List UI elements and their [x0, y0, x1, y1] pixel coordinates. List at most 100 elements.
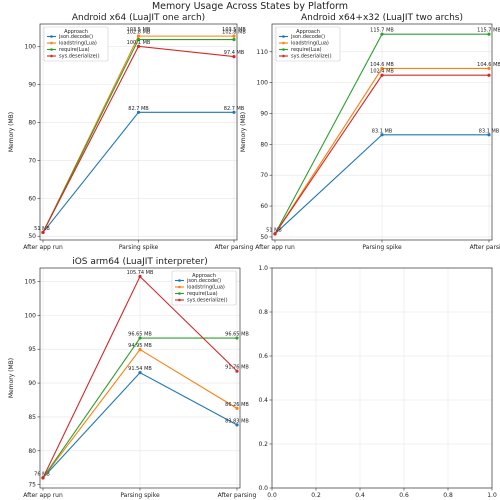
legend-title: Approach [296, 29, 320, 35]
y-tick-label: 105 [25, 279, 37, 286]
data-point [138, 371, 142, 375]
data-point [232, 54, 236, 59]
legend-swatch-marker [50, 41, 53, 45]
y-tick-label: 0.0 [258, 485, 268, 492]
legend-entry: loadstring(Lua) [291, 41, 329, 47]
chart-title: Android x64 (LuaJIT one arch) [72, 13, 205, 23]
legend-swatch-marker [178, 292, 181, 295]
data-point [487, 32, 491, 36]
data-label: 76 MB [34, 471, 50, 477]
x-tick-label: After app run [255, 244, 295, 251]
y-tick-label: 80 [28, 448, 36, 455]
plot-frame [271, 267, 493, 489]
data-point [136, 37, 141, 42]
data-label: 102.8 MB [222, 30, 246, 36]
legend-entry: loadstring(Lua) [187, 285, 225, 291]
legend-box [43, 26, 109, 62]
y-tick-label: 80 [260, 141, 268, 148]
data-label: 91.54 MB [128, 366, 152, 372]
data-label: 91.76 MB [225, 365, 249, 371]
legend-entry: loadstring(Lua) [59, 41, 97, 47]
legend-swatch-marker [178, 298, 181, 302]
data-label: 103.5 MB [222, 27, 246, 33]
y-tick-label: 100 [257, 80, 269, 87]
x-tick-label: 1.0 [487, 492, 497, 499]
y-tick-label: 50 [260, 234, 268, 241]
data-point [380, 73, 384, 77]
legend-entry: json.decode() [58, 34, 93, 40]
legend-box [275, 26, 341, 62]
data-label: 115.7 MB [477, 28, 500, 34]
x-tick-label: 0.8 [443, 492, 453, 499]
panel-android-x64: 50 60 70 80 90 100 After app run Parsing spike A… [8, 13, 254, 251]
x-tick-label: 0.0 [267, 492, 277, 499]
legend-entry: json.decode() [290, 34, 325, 40]
panel-android-x64-x32: 50 60 70 80 90 100 110 After app run Parsing spi… [240, 13, 500, 251]
x-tick-label: After app run [23, 244, 63, 251]
y-tick-label: 95 [28, 346, 36, 353]
y-tick-label: 60 [260, 203, 268, 210]
data-point [235, 406, 239, 410]
y-tick-label: 0.4 [258, 397, 268, 404]
y-tick-label: 0.2 [258, 441, 268, 448]
data-point [136, 110, 141, 114]
y-axis-label: Memory (MB) [8, 112, 15, 152]
data-label: 97.4 MB [224, 50, 245, 56]
data-point [487, 133, 491, 137]
x-tick-label: After app run [23, 492, 63, 499]
y-tick-label: 1.0 [258, 265, 268, 272]
legend-entry: sys.deserialize() [59, 54, 100, 60]
data-label: 115.7 MB [370, 28, 394, 34]
legend: Approachjson.decode()loadstring(Lua)requ… [275, 26, 341, 62]
x-tick-label: Parsing spike [362, 244, 402, 251]
data-point [41, 476, 45, 480]
y-tick-label: 80 [28, 120, 36, 127]
legend-entry: json.decode() [186, 278, 221, 284]
legend-entry: require(Lua) [187, 291, 218, 297]
plot-frame [39, 23, 238, 241]
legend-swatch-marker [50, 48, 53, 51]
chart-title: Android x64+x32 (LuaJIT two archs) [301, 13, 463, 23]
legend-box [171, 270, 237, 306]
y-axis-label: Memory (MB) [240, 112, 247, 152]
data-point [232, 37, 236, 42]
data-label: 83.1 MB [479, 128, 500, 134]
data-label: 105.74 MB [127, 270, 154, 276]
y-tick-label: 70 [260, 172, 268, 179]
legend-swatch-marker [50, 54, 53, 58]
x-tick-label: After parsing [215, 244, 254, 251]
data-point [232, 110, 236, 114]
legend-swatch-marker [282, 35, 285, 38]
data-label: 51 MB [34, 226, 50, 232]
legend-swatch-marker [178, 279, 181, 282]
panel-ios-arm64: 75 80 85 90 95 100 105 After app run Parsing spi… [8, 257, 257, 499]
figure-title: Memory Usage Across States by Platform [152, 1, 348, 12]
data-label: 102.4 MB [370, 69, 394, 75]
data-label: 96.65 MB [128, 332, 152, 338]
legend-title: Approach [64, 29, 88, 35]
data-point [235, 369, 239, 373]
plot-frame [271, 23, 493, 241]
data-label: 83.1 MB [372, 128, 393, 134]
y-tick-label: 60 [28, 195, 36, 202]
plot-frame [39, 267, 241, 489]
y-tick-label: 90 [260, 110, 268, 117]
x-tick-label: After parsing [470, 244, 500, 251]
data-point [41, 230, 45, 235]
x-tick-label: After parsing [218, 492, 257, 499]
data-point [487, 73, 491, 77]
y-tick-label: 70 [28, 157, 36, 164]
data-point [380, 133, 384, 137]
legend-entry: sys.deserialize() [187, 298, 228, 304]
data-point [136, 44, 141, 48]
data-point [380, 66, 384, 71]
y-tick-label: 75 [28, 482, 36, 489]
data-label: 104.6 MB [370, 62, 394, 68]
y-axis-label: Memory (MB) [8, 358, 15, 398]
data-point [273, 232, 277, 236]
legend-swatch-marker [282, 54, 285, 58]
data-point [232, 34, 236, 38]
legend: Approachjson.decode()loadstring(Lua)requ… [171, 270, 237, 306]
legend: Approachjson.decode()loadstring(Lua)requ… [43, 26, 109, 62]
